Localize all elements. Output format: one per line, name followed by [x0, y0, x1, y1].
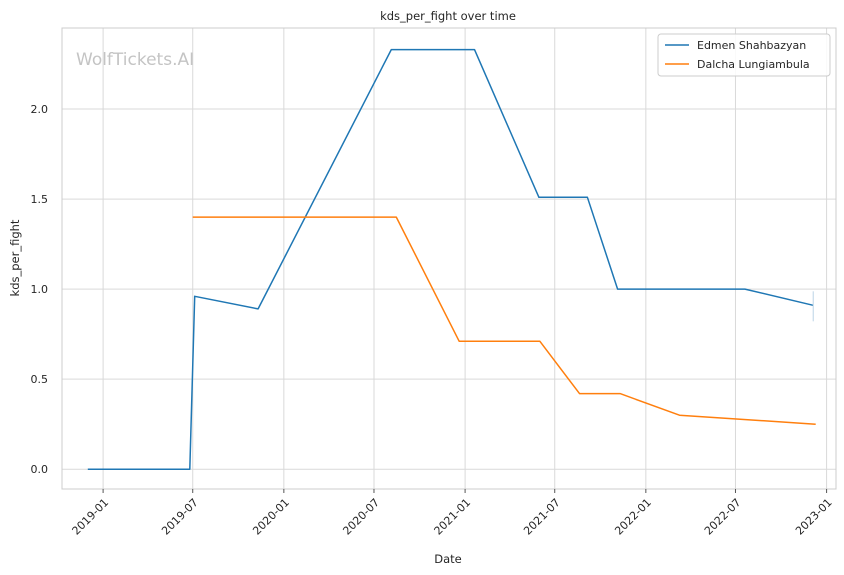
x-tick-label: 2019-01 — [70, 496, 112, 538]
x-tick-label: 2022-07 — [702, 496, 744, 538]
legend-label-edmen-shahbazyan: Edmen Shahbazyan — [697, 39, 806, 52]
y-axis-title: kds_per_fight — [8, 219, 22, 296]
x-tick-label: 2020-01 — [250, 496, 292, 538]
y-tick-label: 1.0 — [31, 283, 49, 296]
x-axis-ticks: 2019-01 2019-07 2020-01 2020-07 2021-01 2021-… — [70, 489, 835, 538]
series-line-edmen-shahbazyan — [87, 48, 814, 470]
legend-box — [657, 33, 831, 77]
x-axis-title: Date — [434, 552, 462, 566]
x-tick-label: 2021-07 — [521, 496, 563, 538]
y-tick-label: 2.0 — [31, 103, 49, 116]
x-tick-label: 2020-07 — [340, 496, 382, 538]
y-tick-label: 1.5 — [31, 193, 49, 206]
series-lines — [87, 48, 816, 470]
grid-lines — [62, 28, 836, 489]
x-tick-label: 2023-01 — [793, 496, 835, 538]
chart-title: kds_per_fight over time — [380, 9, 516, 23]
watermark: WolfTickets.AI — [76, 50, 194, 70]
y-axis-ticks: 0.0 0.5 1.0 1.5 2.0 — [31, 103, 49, 476]
y-tick-label: 0.0 — [31, 463, 49, 476]
legend: Edmen Shahbazyan Dalcha Lungiambula — [657, 33, 831, 77]
x-tick-label: 2022-01 — [612, 496, 654, 538]
plot-area — [61, 27, 837, 490]
x-tick-label: 2021-01 — [432, 496, 474, 538]
x-tick-label: 2019-07 — [159, 496, 201, 538]
y-tick-label: 0.5 — [31, 373, 49, 386]
series-line-dalcha-lungiambula — [192, 216, 816, 425]
legend-label-dalcha-lungiambula: Dalcha Lungiambula — [697, 58, 810, 71]
